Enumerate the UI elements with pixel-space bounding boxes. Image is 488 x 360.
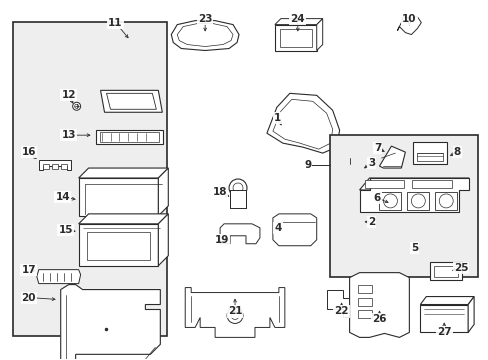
- Circle shape: [73, 102, 81, 110]
- Text: 8: 8: [453, 147, 460, 157]
- Bar: [433, 266, 457, 276]
- Bar: [13, 22, 166, 336]
- Polygon shape: [326, 289, 362, 318]
- Bar: [416, 153, 442, 161]
- Polygon shape: [341, 220, 377, 240]
- Text: 3: 3: [367, 158, 374, 168]
- Bar: [229, 190, 245, 208]
- Text: 17: 17: [21, 265, 36, 275]
- Circle shape: [226, 307, 243, 323]
- Text: 27: 27: [436, 327, 450, 337]
- Polygon shape: [272, 99, 332, 149]
- Bar: [279, 28, 311, 46]
- Bar: [52, 164, 58, 169]
- Bar: [274, 24, 316, 50]
- Bar: [411, 180, 451, 188]
- Text: 14: 14: [55, 192, 70, 202]
- Bar: [412, 142, 447, 164]
- Polygon shape: [359, 178, 468, 190]
- Bar: [86, 232, 150, 260]
- Polygon shape: [106, 93, 156, 109]
- Circle shape: [228, 179, 246, 197]
- Polygon shape: [39, 160, 71, 170]
- Bar: [364, 180, 404, 188]
- Bar: [379, 192, 401, 210]
- Polygon shape: [171, 21, 239, 50]
- Polygon shape: [274, 19, 322, 24]
- Polygon shape: [379, 146, 405, 168]
- Polygon shape: [158, 168, 168, 216]
- Text: 13: 13: [61, 130, 76, 140]
- Text: 21: 21: [227, 306, 242, 316]
- Text: 5: 5: [410, 243, 417, 253]
- Text: 25: 25: [453, 263, 468, 273]
- Polygon shape: [420, 305, 467, 332]
- Polygon shape: [185, 288, 285, 337]
- Polygon shape: [420, 297, 473, 305]
- Text: 16: 16: [21, 147, 36, 157]
- Polygon shape: [397, 17, 421, 35]
- Circle shape: [438, 194, 452, 208]
- Polygon shape: [79, 168, 168, 178]
- Bar: [357, 310, 371, 319]
- Bar: [407, 192, 428, 210]
- Bar: [61, 164, 66, 169]
- Bar: [434, 192, 456, 210]
- Polygon shape: [272, 214, 316, 246]
- Polygon shape: [349, 273, 408, 337]
- Polygon shape: [61, 285, 160, 360]
- Text: 15: 15: [59, 225, 73, 235]
- Polygon shape: [158, 214, 168, 266]
- Text: 19: 19: [214, 235, 229, 245]
- Polygon shape: [79, 178, 158, 216]
- Text: 18: 18: [212, 187, 227, 197]
- Polygon shape: [79, 214, 168, 224]
- Text: 12: 12: [61, 90, 76, 100]
- Polygon shape: [79, 224, 158, 266]
- Text: 26: 26: [371, 314, 386, 324]
- Bar: [345, 164, 373, 174]
- Circle shape: [230, 311, 239, 319]
- Bar: [429, 262, 461, 280]
- Text: 4: 4: [274, 223, 281, 233]
- Text: 6: 6: [373, 193, 380, 203]
- Text: 9: 9: [304, 160, 311, 170]
- Polygon shape: [95, 130, 163, 144]
- Bar: [357, 285, 371, 293]
- Text: 11: 11: [108, 18, 122, 28]
- Polygon shape: [100, 132, 159, 142]
- Bar: [329, 135, 477, 277]
- Polygon shape: [266, 93, 339, 153]
- Polygon shape: [37, 270, 81, 284]
- Circle shape: [233, 183, 243, 193]
- Polygon shape: [467, 297, 473, 332]
- Polygon shape: [220, 224, 260, 244]
- Text: 23: 23: [198, 14, 212, 24]
- Text: 22: 22: [334, 306, 348, 316]
- Text: 10: 10: [401, 14, 416, 24]
- Text: 1: 1: [274, 113, 281, 123]
- Polygon shape: [316, 19, 322, 50]
- Polygon shape: [101, 90, 162, 112]
- Bar: [357, 298, 371, 306]
- Circle shape: [75, 104, 79, 108]
- Text: 24: 24: [290, 14, 305, 24]
- Polygon shape: [177, 24, 233, 46]
- Text: 2: 2: [367, 217, 374, 227]
- Text: 20: 20: [21, 293, 36, 302]
- Text: 7: 7: [373, 143, 380, 153]
- Polygon shape: [359, 178, 468, 212]
- Bar: [42, 164, 49, 169]
- Circle shape: [410, 194, 425, 208]
- Circle shape: [383, 194, 397, 208]
